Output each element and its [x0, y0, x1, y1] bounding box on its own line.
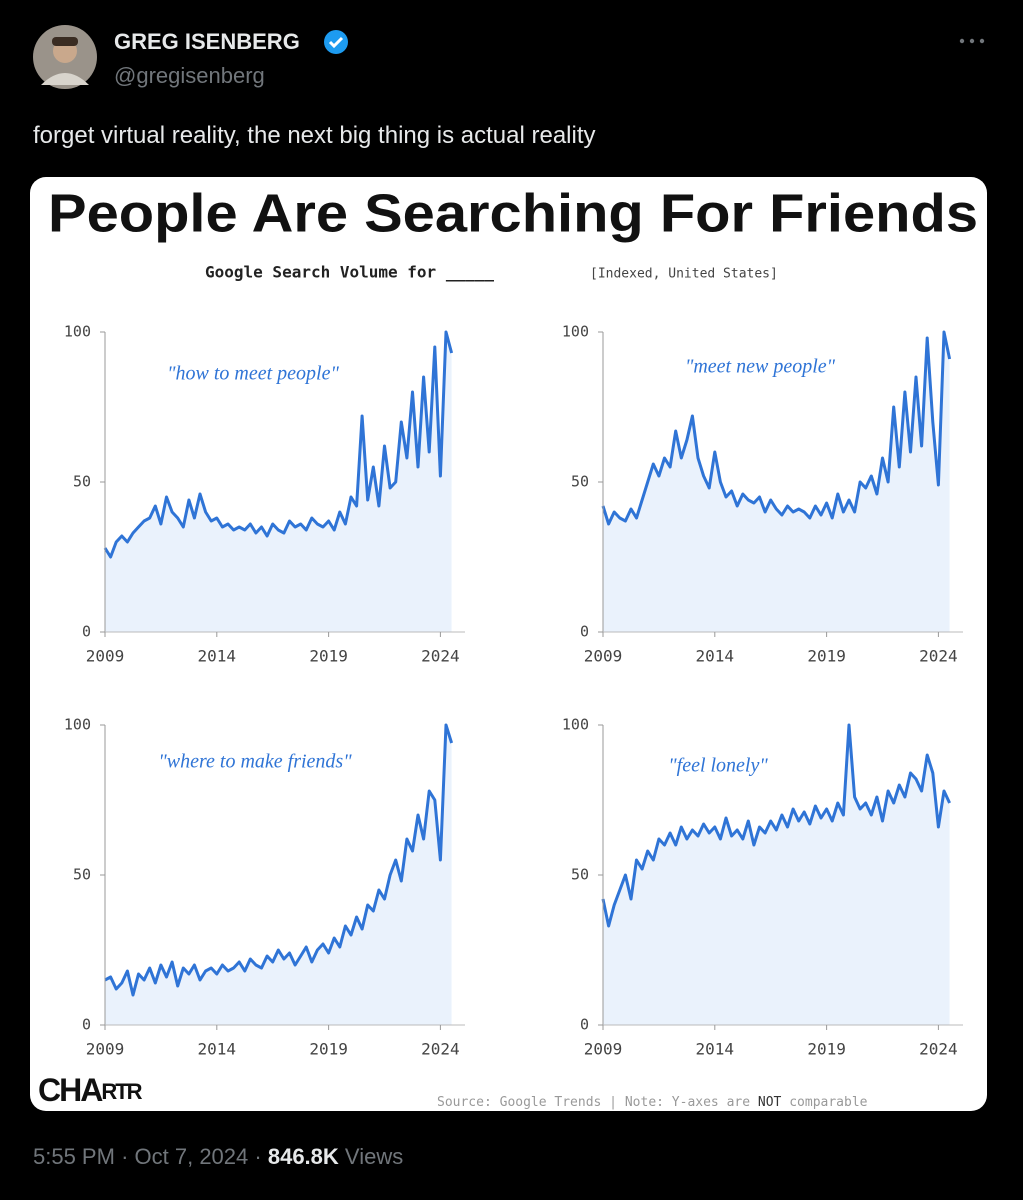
- x-tick-label: 2009: [86, 1040, 125, 1059]
- x-tick-label: 2019: [807, 647, 846, 666]
- line: [601, 330, 952, 526]
- image: People Are Searching For Friends Google …: [38, 183, 978, 1110]
- handle[interactable]: @gregisenberg: [114, 63, 265, 88]
- verified-badge: [324, 30, 348, 54]
- x-tick-label: 2024: [421, 647, 460, 666]
- y-tick-label: 0: [82, 1016, 91, 1034]
- y-tick-label: 100: [64, 716, 91, 734]
- y-tick-label: 50: [73, 866, 91, 884]
- x-tick-label: 2024: [421, 1040, 460, 1059]
- y-tick-label: 0: [580, 1016, 589, 1034]
- y-tick-label: 0: [580, 623, 589, 641]
- area: [105, 332, 452, 632]
- y-tick-label: 0: [82, 623, 91, 641]
- avatar[interactable]: [33, 25, 97, 89]
- logo-text-small: RTR: [101, 1079, 142, 1104]
- line: [601, 723, 951, 928]
- subtitle: Google Search Volume for _____: [205, 263, 494, 282]
- author-name[interactable]: GREG ISENBERG: [114, 29, 300, 54]
- annotation: "meet new people": [685, 356, 836, 378]
- logo: CHARTR: [38, 1072, 143, 1108]
- x-tick-label: 2009: [86, 647, 125, 666]
- views-label: Views: [344, 1144, 404, 1169]
- source-end: comparable: [789, 1095, 867, 1110]
- post-meta: 5:55 PM · Oct 7, 2024 · 846.8K Views: [33, 1144, 403, 1170]
- post-text: forget virtual reality, the next big thi…: [33, 122, 596, 149]
- y-tick-label: 50: [571, 866, 589, 884]
- post-time[interactable]: 5:55 PM: [33, 1144, 115, 1169]
- image-card[interactable]: People Are Searching For Friends Google …: [30, 177, 987, 1111]
- separator: ·: [254, 1144, 262, 1169]
- x-tick-label: 2014: [198, 647, 237, 666]
- post-date[interactable]: Oct 7, 2024: [134, 1144, 249, 1169]
- area: [603, 725, 950, 1025]
- more-menu[interactable]: [958, 36, 988, 46]
- source-bold: NOT: [758, 1095, 782, 1110]
- line: [104, 723, 454, 997]
- logo-text: CHA: [38, 1072, 103, 1108]
- x-tick-label: 2014: [696, 647, 735, 666]
- x-tick-label: 2019: [309, 647, 348, 666]
- x-tick-label: 2019: [807, 1040, 846, 1059]
- area: [603, 332, 950, 632]
- y-tick-label: 100: [562, 716, 589, 734]
- x-tick-label: 2009: [584, 647, 623, 666]
- subtitle-note: [Indexed, United States]: [590, 267, 778, 282]
- y-tick-label: 100: [64, 323, 91, 341]
- x-tick-label: 2014: [696, 1040, 735, 1059]
- separator: ·: [121, 1144, 129, 1169]
- y-tick-label: 100: [562, 323, 589, 341]
- annotation: "where to make friends": [158, 751, 352, 773]
- source-text: Source: Google Trends | Note: Y-axes are: [437, 1095, 750, 1110]
- annotation: "feel lonely": [668, 755, 768, 777]
- y-tick-label: 50: [571, 473, 589, 491]
- image-title: People Are Searching For Friends: [48, 183, 978, 243]
- x-tick-label: 2014: [198, 1040, 237, 1059]
- x-tick-label: 2009: [584, 1040, 623, 1059]
- source-note: Source: Google Trends | Note: Y-axes are…: [437, 1095, 868, 1110]
- view-count: 846.8K: [267, 1144, 339, 1169]
- line: [103, 330, 454, 559]
- annotation: "how to meet people": [167, 363, 339, 385]
- y-tick-label: 50: [73, 473, 91, 491]
- x-tick-label: 2019: [309, 1040, 348, 1059]
- x-tick-label: 2024: [919, 647, 958, 666]
- area: [105, 725, 452, 1025]
- x-tick-label: 2024: [919, 1040, 958, 1059]
